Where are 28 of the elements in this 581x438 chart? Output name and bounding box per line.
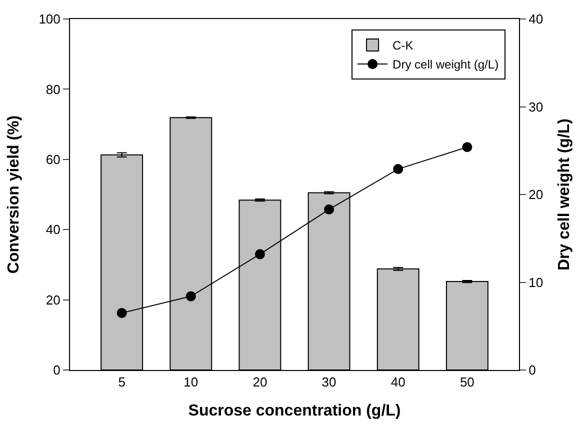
point <box>116 308 127 318</box>
y-axis-title: Conversion yield (%) <box>6 115 23 274</box>
y2-axis-title: Dry cell weight (g/L) <box>556 118 573 271</box>
point <box>462 142 472 152</box>
y-tick-label: 100 <box>38 12 60 27</box>
y2-tick-label: 20 <box>528 187 544 202</box>
x-tick-label: 40 <box>390 374 406 390</box>
point <box>324 204 334 214</box>
x-tick-label: 10 <box>184 374 198 390</box>
y2-tick-label: 30 <box>528 99 544 114</box>
x-tick-label: 50 <box>460 374 474 390</box>
y2-tick-label: 40 <box>528 12 544 27</box>
point <box>254 249 265 260</box>
x-tick-label: 5 <box>118 374 126 390</box>
y-tick-label: 0 <box>53 362 60 378</box>
y-tick-label: 40 <box>46 222 60 238</box>
point <box>393 164 404 174</box>
y-tick-label: 60 <box>46 152 60 167</box>
x-tick-label: 30 <box>322 374 336 390</box>
x-tick-label: 20 <box>252 374 268 390</box>
x-axis-title: Sucrose concentration (g/L) <box>188 402 401 420</box>
legend-label: Dry cell weight (g/L) <box>392 58 499 72</box>
point <box>186 291 196 302</box>
y2-tick-label: 10 <box>528 274 544 290</box>
y-tick-label: 80 <box>46 82 60 97</box>
y-tick-label: 20 <box>46 292 60 308</box>
legend-label: C-K <box>392 38 414 53</box>
y2-tick-label: 0 <box>528 362 536 378</box>
